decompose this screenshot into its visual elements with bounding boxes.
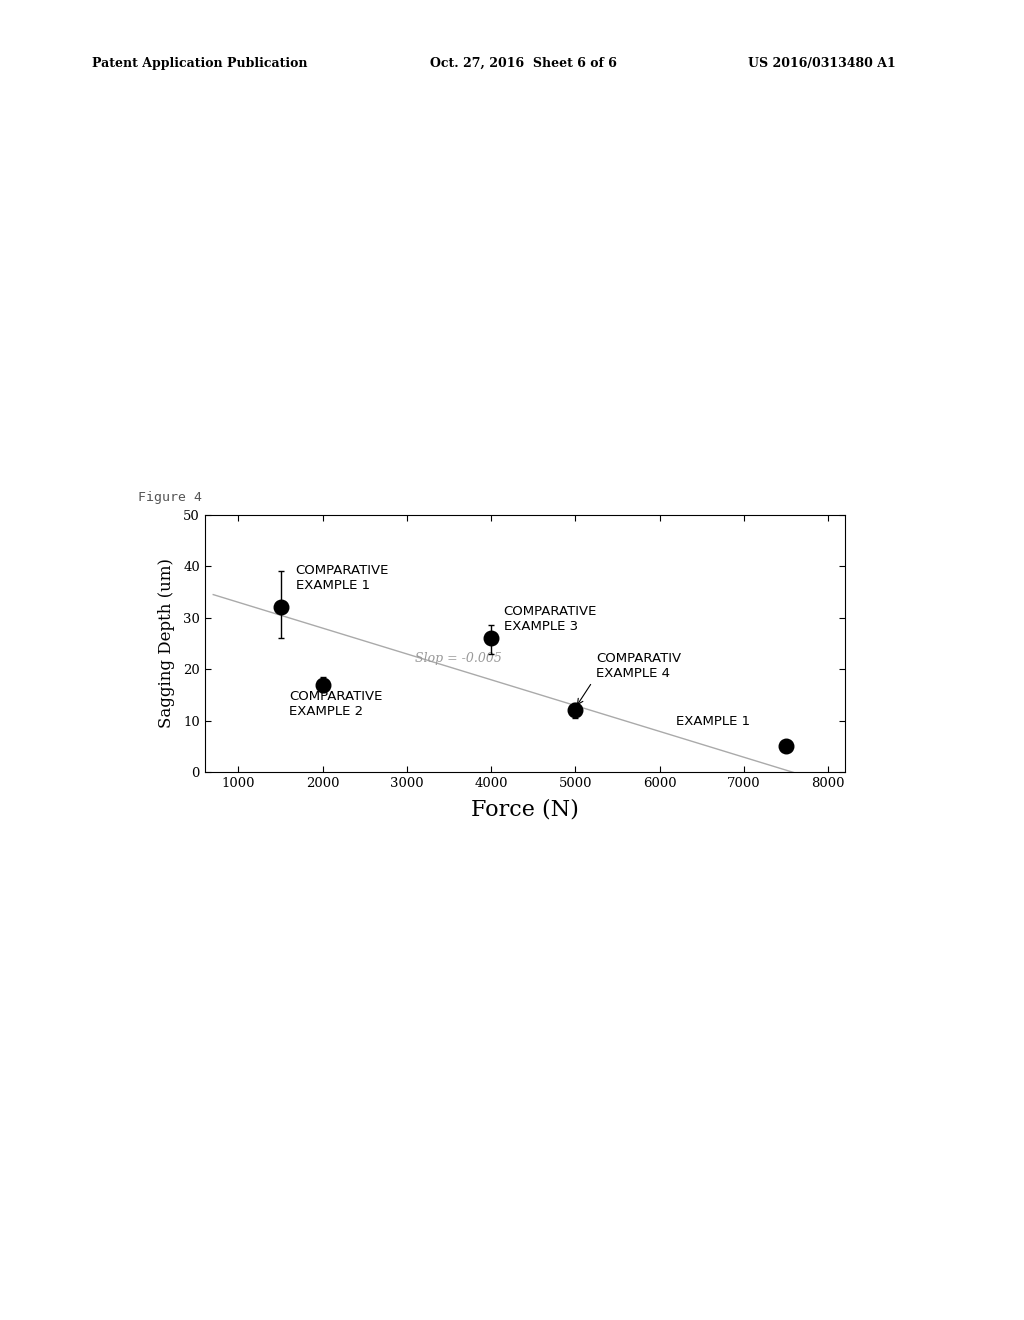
Y-axis label: Sagging Depth (um): Sagging Depth (um) [158,558,175,729]
Text: EXAMPLE 1: EXAMPLE 1 [677,715,751,729]
Text: Patent Application Publication: Patent Application Publication [92,57,307,70]
Point [483,628,500,649]
Point [567,700,584,721]
X-axis label: Force (N): Force (N) [471,799,579,821]
Text: COMPARATIVE
EXAMPLE 1: COMPARATIVE EXAMPLE 1 [296,564,389,593]
Text: COMPARATIVE
EXAMPLE 3: COMPARATIVE EXAMPLE 3 [504,605,597,634]
Point [777,737,794,758]
Point [272,597,289,618]
Text: US 2016/0313480 A1: US 2016/0313480 A1 [748,57,895,70]
Point [314,675,331,696]
Text: COMPARATIVE
EXAMPLE 2: COMPARATIVE EXAMPLE 2 [289,690,382,718]
Text: COMPARATIV
EXAMPLE 4: COMPARATIV EXAMPLE 4 [596,652,682,680]
Text: Figure 4: Figure 4 [138,491,203,504]
Text: Oct. 27, 2016  Sheet 6 of 6: Oct. 27, 2016 Sheet 6 of 6 [430,57,616,70]
Text: Slop = -0.005: Slop = -0.005 [416,652,502,664]
